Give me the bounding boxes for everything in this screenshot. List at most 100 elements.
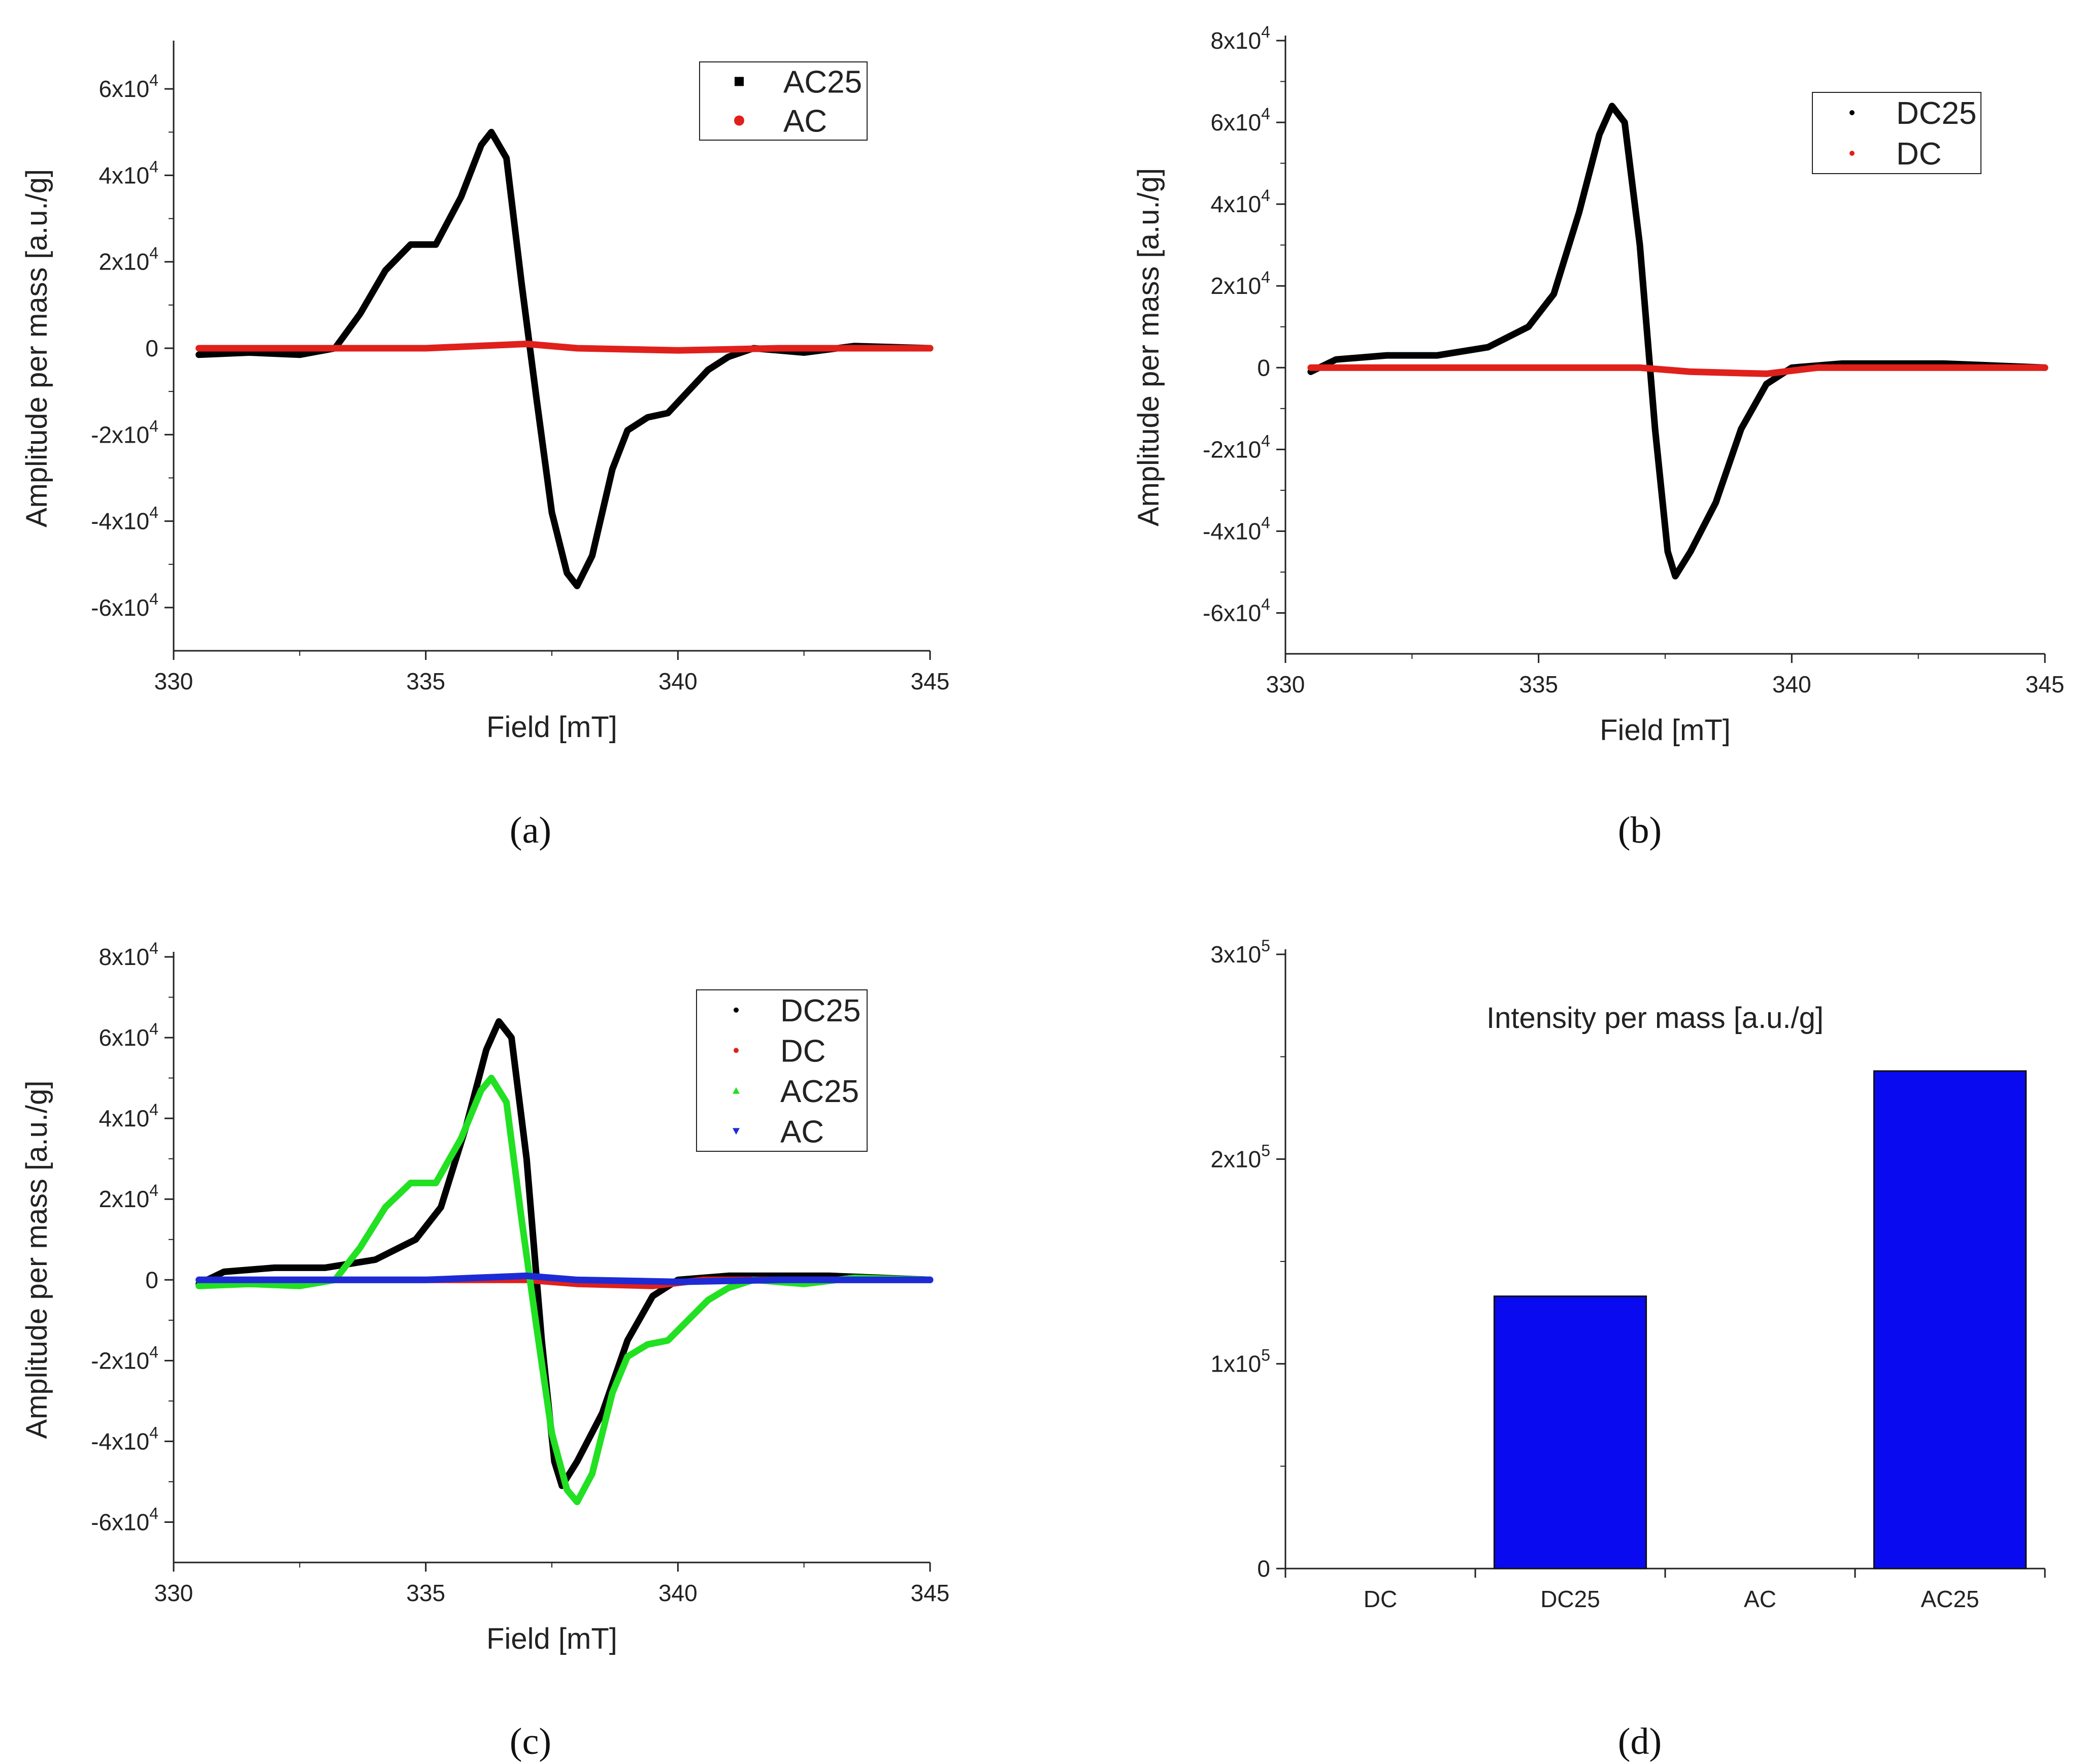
y-tick-label: 0 [145, 335, 158, 361]
y-tick-label-exponent: 4 [1261, 595, 1270, 613]
bar-dc25 [1493, 1295, 1647, 1570]
legend-box [1812, 92, 1981, 174]
panel-c: 8x1046x1044x1042x1040-2x104-4x104-6x1043… [20, 939, 949, 1762]
y-tick-label: -6x104 [1203, 595, 1270, 626]
legend-label: DC25 [780, 993, 861, 1028]
y-tick-label: -6x104 [91, 590, 158, 621]
y-tick-label-mantissa: 0 [145, 1267, 158, 1293]
x-tick-label: 335 [406, 1580, 445, 1606]
x-tick-label: DC25 [1540, 1586, 1600, 1612]
series-line-dc25 [195, 1018, 934, 1489]
panel-caption: (c) [510, 1721, 551, 1762]
y-tick-label-exponent: 4 [149, 1181, 158, 1200]
y-tick-label: 4x104 [98, 157, 158, 188]
legend-marker [733, 1128, 740, 1135]
chart-title: Intensity per mass [a.u./g] [1486, 1002, 1824, 1035]
y-tick-label-mantissa: -6x10 [91, 594, 149, 621]
x-tick-label: 335 [406, 668, 445, 694]
panel-b: 8x1046x1044x1042x1040-2x104-4x104-6x1043… [1132, 23, 2064, 851]
x-tick-label: 345 [911, 1580, 950, 1606]
legend-box [699, 61, 868, 141]
x-axis-title: Field [mT] [486, 711, 617, 744]
y-tick-label: -4x104 [1203, 513, 1270, 544]
y-tick-label-mantissa: -4x10 [91, 508, 149, 535]
panel-caption: (a) [510, 810, 551, 851]
y-tick-label: -6x104 [91, 1504, 158, 1535]
y-tick-label-exponent: 4 [149, 1101, 158, 1119]
y-tick-label-exponent: 4 [149, 157, 158, 176]
legend-marker [734, 1048, 739, 1053]
legend-label: AC25 [780, 1074, 859, 1109]
x-tick-label: 330 [154, 1580, 193, 1606]
y-tick-label-exponent: 4 [1261, 186, 1270, 205]
y-tick-label-exponent: 4 [149, 417, 158, 435]
y-tick-label-mantissa: 1x10 [1210, 1351, 1261, 1377]
y-tick-label-exponent: 5 [1261, 1141, 1270, 1159]
x-tick-label: DC [1364, 1586, 1397, 1612]
y-tick-label-mantissa: -6x10 [1203, 600, 1261, 626]
x-tick-label: AC25 [1921, 1586, 1979, 1612]
legend-marker [1849, 151, 1855, 156]
y-tick-label-exponent: 4 [149, 590, 158, 608]
y-tick-label: 8x104 [1210, 23, 1270, 54]
y-tick-label-mantissa: 4x10 [98, 1105, 149, 1131]
y-tick-label: 2x105 [1210, 1141, 1270, 1172]
legend: DC25 DC [1812, 92, 1981, 174]
x-tick-label: 335 [1519, 671, 1558, 697]
legend: DC25 DC AC25 AC [696, 989, 868, 1152]
y-tick-label: -4x104 [91, 504, 158, 535]
legend-label: DC [780, 1034, 826, 1069]
y-tick-label: 2x104 [98, 1181, 158, 1212]
legend: AC25 AC [699, 61, 868, 141]
y-tick-label: -2x104 [1203, 431, 1270, 462]
series-line-dc25 [1307, 103, 2048, 580]
y-tick-label: 2x104 [1210, 268, 1270, 299]
x-tick-label: 340 [658, 668, 698, 694]
legend-label: AC [780, 1114, 824, 1149]
y-tick-label-mantissa: 8x10 [1210, 27, 1261, 54]
y-tick-label-mantissa: 6x10 [98, 1024, 149, 1051]
y-tick-label-exponent: 4 [1261, 513, 1270, 531]
legend-label: DC [1896, 137, 1942, 172]
legend-marker [733, 1087, 740, 1094]
y-tick-label-mantissa: 6x10 [1210, 109, 1261, 136]
y-tick-label-mantissa: -2x10 [91, 1347, 149, 1374]
y-tick-label-mantissa: 4x10 [98, 162, 149, 188]
legend-marker [735, 77, 744, 86]
y-tick-label-mantissa: 0 [145, 335, 158, 361]
y-tick-label-exponent: 5 [1261, 1346, 1270, 1364]
y-tick-label-mantissa: -4x10 [91, 1428, 149, 1454]
legend-label: AC25 [783, 65, 862, 100]
x-tick-label: 330 [154, 668, 193, 694]
y-tick-label: 8x104 [98, 939, 158, 970]
series-line-ac25 [195, 1075, 934, 1506]
y-tick-label-mantissa: 3x10 [1210, 941, 1261, 968]
x-tick-label: 330 [1266, 671, 1305, 697]
y-tick-label: -2x104 [91, 417, 158, 448]
y-tick-label: 6x104 [1210, 105, 1270, 136]
y-axis-title: Amplitude per mass [a.u./g] [20, 1081, 53, 1439]
x-tick-label: 340 [658, 1580, 698, 1606]
y-tick-label: 1x105 [1210, 1346, 1270, 1377]
legend-label: AC [783, 104, 827, 139]
y-tick-label-mantissa: 2x10 [1210, 273, 1261, 299]
y-tick-label-mantissa: 2x10 [1210, 1146, 1261, 1172]
y-tick-label-exponent: 4 [1261, 105, 1270, 123]
y-tick-label: -2x104 [91, 1343, 158, 1374]
y-tick-label-mantissa: 0 [1257, 1555, 1270, 1582]
y-tick-label-exponent: 4 [149, 939, 158, 957]
y-tick-label: -4x104 [91, 1423, 158, 1454]
y-tick-label-exponent: 4 [149, 1343, 158, 1361]
y-tick-label-mantissa: -4x10 [1203, 518, 1261, 544]
y-tick-label-exponent: 5 [1261, 937, 1270, 955]
x-tick-label: 340 [1772, 671, 1811, 697]
y-tick-label: 0 [1257, 354, 1270, 381]
y-tick-label-mantissa: -2x10 [1203, 436, 1261, 462]
series-line-dc [1307, 364, 2048, 377]
y-tick-label-exponent: 4 [1261, 23, 1270, 41]
legend-label: DC25 [1896, 96, 1977, 131]
panel-caption: (b) [1618, 810, 1662, 851]
